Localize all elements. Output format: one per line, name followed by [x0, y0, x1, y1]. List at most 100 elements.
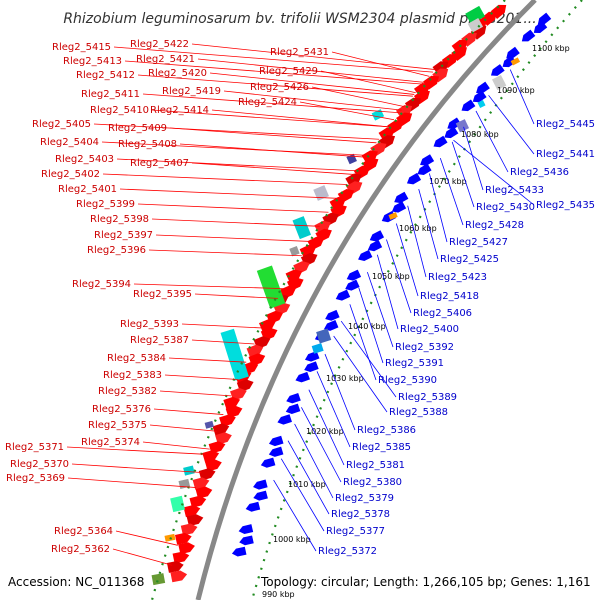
gene-label: Rleg2_5388	[389, 407, 448, 418]
label-connector-line	[386, 239, 412, 314]
gene-label: Rleg2_5418	[420, 291, 479, 302]
feature-block	[170, 495, 185, 513]
gene-label: Rleg2_5383	[103, 370, 162, 381]
label-connector-line	[211, 109, 389, 128]
label-connector-line	[316, 371, 351, 448]
feature-block	[292, 216, 312, 240]
label-connector-line	[453, 139, 535, 206]
gene-label: Rleg2_5372	[318, 546, 377, 557]
label-connector-line	[194, 293, 278, 299]
gene-label: Rleg2_5384	[107, 353, 166, 364]
forward-gene-arrow	[258, 319, 276, 333]
gene-label: Rleg2_5395	[133, 289, 192, 300]
gene-label: Rleg2_5371	[5, 442, 64, 453]
forward-gene-arrow	[198, 468, 216, 481]
label-connector-line	[155, 234, 311, 242]
forward-gene-arrow	[186, 514, 204, 527]
gene-label: Rleg2_5403	[55, 154, 114, 165]
forward-gene-arrow	[178, 542, 195, 555]
reverse-gene-arrow	[260, 457, 276, 468]
reverse-gene-arrow	[476, 81, 490, 94]
reverse-gene-arrow	[420, 154, 435, 166]
gene-label: Rleg2_5445	[536, 119, 595, 130]
gc-ring-outer	[250, 0, 583, 600]
label-connector-line	[488, 95, 535, 155]
forward-gene-arrow	[189, 495, 207, 508]
reverse-gene-arrow	[367, 240, 383, 252]
label-connector-line	[358, 287, 384, 364]
label-connector-line	[287, 440, 330, 515]
forward-gene-arrow	[172, 551, 190, 564]
reverse-gene-arrow	[295, 371, 310, 383]
forward-gene-arrow	[223, 396, 241, 410]
label-connector-line	[197, 58, 425, 83]
feature-block	[204, 420, 214, 429]
feature-block	[492, 74, 507, 91]
label-connector-line	[395, 223, 419, 297]
label-connector-line	[376, 254, 399, 330]
forward-gene-arrow	[285, 269, 303, 283]
kbp-tick-label: 1000 kbp	[273, 535, 311, 544]
gene-label: Rleg2_5370	[10, 459, 69, 470]
gene-label: Rleg2_5377	[326, 526, 385, 537]
reverse-gene-arrow	[533, 21, 548, 33]
reverse-gene-arrow	[268, 446, 284, 457]
forward-gene-arrow	[329, 196, 346, 211]
gene-label: Rleg2_5402	[41, 169, 100, 180]
gene-label: Rleg2_5427	[449, 237, 508, 248]
label-connector-line	[116, 158, 357, 172]
feature-block	[465, 5, 486, 25]
gene-label: Rleg2_5408	[118, 139, 177, 150]
kbp-tick-label: 1030 kbp	[326, 374, 364, 383]
accession-text: Accession: NC_011368	[8, 575, 144, 589]
label-connector-line	[113, 46, 434, 73]
feature-block	[467, 17, 484, 33]
reverse-gene-arrow	[253, 479, 268, 490]
label-connector-line	[66, 446, 208, 455]
forward-gene-arrow	[174, 532, 192, 545]
label-connector-line	[67, 477, 197, 488]
reverse-gene-arrow	[406, 172, 422, 185]
reverse-gene-arrow	[323, 320, 339, 331]
gene-label: Rleg2_5398	[90, 214, 149, 225]
gene-label: Rleg2_5385	[352, 442, 411, 453]
kbp-tick-label: 1040 kbp	[348, 322, 386, 331]
label-connector-line	[181, 323, 263, 329]
gene-label: Rleg2_5369	[6, 473, 65, 484]
map-title: Rhizobium leguminosarum bv. trifolii WSM…	[63, 11, 536, 27]
label-connector-line	[133, 283, 284, 289]
reverse-gene-arrow	[245, 501, 261, 512]
reverse-gene-arrow	[391, 201, 407, 213]
label-connector-line	[93, 123, 380, 140]
label-connector-line	[179, 143, 366, 158]
feature-block	[455, 119, 470, 133]
kbp-tick-label: 1080 kbp	[461, 130, 499, 139]
feature-block	[510, 57, 521, 66]
gene-label: Rleg2_5386	[357, 425, 416, 436]
label-connector-line	[149, 424, 217, 432]
gene-label: Rleg2_5405	[32, 119, 91, 130]
forward-gene-arrow	[314, 220, 331, 235]
kbp-tick-label: 1010 kbp	[288, 480, 326, 489]
gene-label: Rleg2_5426	[250, 82, 309, 93]
gene-label: Rleg2_5392	[395, 342, 454, 353]
feature-block	[316, 328, 332, 344]
label-connector-line	[407, 205, 427, 278]
gene-label: Rleg2_5436	[510, 167, 569, 178]
forward-gene-arrow	[378, 127, 395, 142]
gene-label: Rleg2_5380	[343, 477, 402, 488]
feature-block	[256, 265, 286, 309]
reverse-gene-arrow	[335, 289, 351, 301]
kbp-tick-label: 990 kbp	[262, 590, 295, 599]
label-connector-line	[119, 188, 338, 199]
gene-label: Rleg2_5409	[108, 123, 167, 134]
feature-block	[388, 212, 398, 220]
gene-label: Rleg2_5425	[440, 254, 499, 265]
label-connector-line	[137, 203, 329, 213]
gene-label: Rleg2_5400	[400, 324, 459, 335]
gene-label: Rleg2_5390	[378, 375, 437, 386]
reverse-gene-arrow	[369, 230, 385, 242]
gene-label: Rleg2_5397	[94, 230, 153, 241]
gene-label: Rleg2_5415	[52, 42, 111, 53]
